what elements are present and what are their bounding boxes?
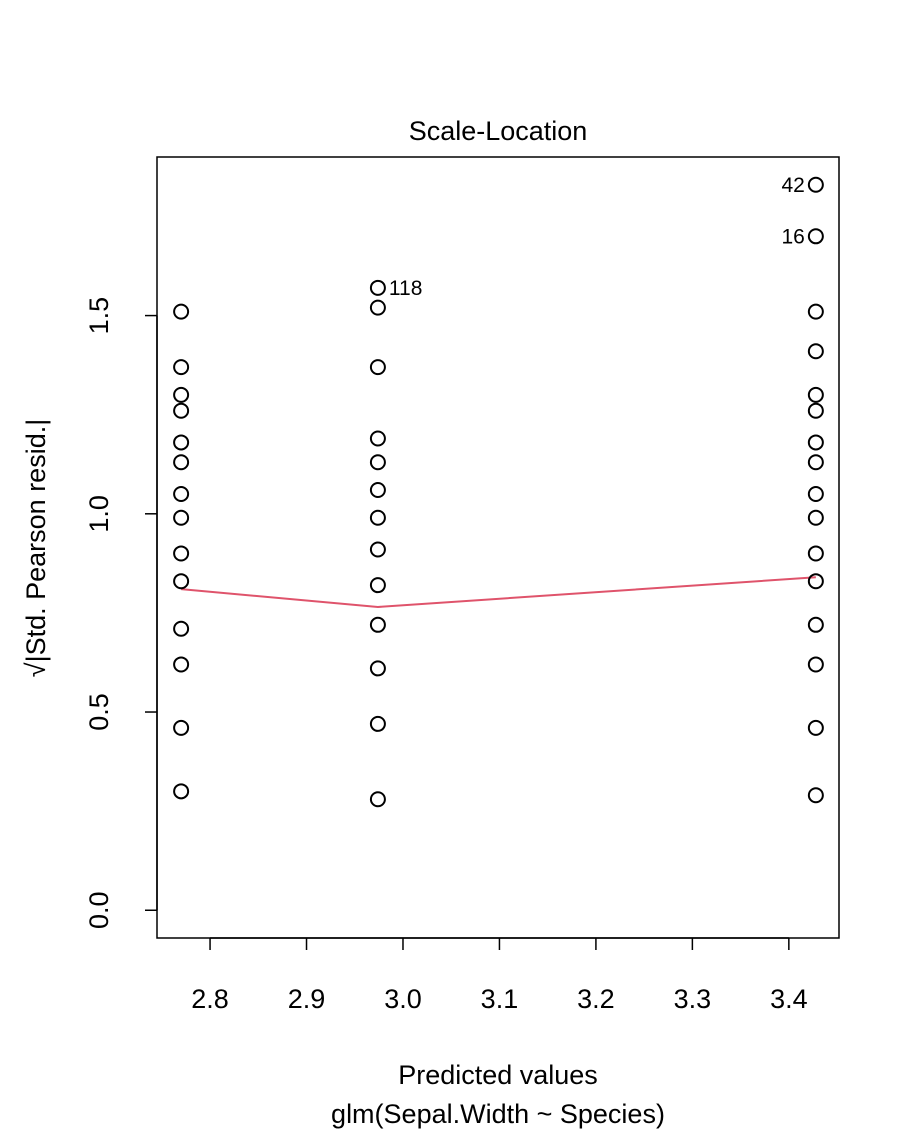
x-tick-label: 3.3 xyxy=(674,984,712,1014)
data-point xyxy=(807,228,824,245)
x-tick-label: 2.9 xyxy=(288,984,326,1014)
data-point xyxy=(369,577,386,594)
x-axis-label: Predicted values xyxy=(398,1060,598,1090)
data-point xyxy=(807,719,824,736)
x-axis-sublabel: glm(Sepal.Width ~ Species) xyxy=(331,1099,665,1129)
data-point xyxy=(173,386,190,403)
point-label: 42 xyxy=(781,174,804,197)
data-point xyxy=(369,541,386,558)
smoother-line-group xyxy=(181,576,816,608)
data-point xyxy=(369,660,386,677)
data-point xyxy=(807,454,824,471)
x-axis: 2.8 2.9 3.0 3.1 3.2 3.3 3.4 xyxy=(191,937,808,1014)
data-point xyxy=(173,545,190,562)
y-tick-label: 1.0 xyxy=(84,495,114,533)
data-point xyxy=(173,620,190,637)
x-tick-label: 3.0 xyxy=(384,984,422,1014)
data-point xyxy=(807,386,824,403)
y-axis: 0.0 0.5 1.0 1.5 xyxy=(84,297,158,929)
data-point xyxy=(173,303,190,320)
data-point xyxy=(173,434,190,451)
data-point xyxy=(173,402,190,419)
data-point xyxy=(369,454,386,471)
data-point xyxy=(369,616,386,633)
data-point xyxy=(369,430,386,447)
data-point xyxy=(173,656,190,673)
point-annotations: 118 42 16 xyxy=(389,174,805,300)
data-point xyxy=(807,545,824,562)
point-label: 16 xyxy=(781,225,804,248)
x-tick-label: 3.4 xyxy=(770,984,808,1014)
data-point xyxy=(369,299,386,316)
x-tick-label: 2.8 xyxy=(191,984,229,1014)
data-point xyxy=(369,509,386,526)
y-tick-label: 1.5 xyxy=(84,297,114,335)
y-tick-label: 0.0 xyxy=(84,891,114,929)
data-point xyxy=(369,482,386,499)
data-points xyxy=(173,176,824,808)
x-tick-label: 3.2 xyxy=(577,984,615,1014)
data-point xyxy=(173,783,190,800)
data-point xyxy=(807,509,824,526)
data-point xyxy=(807,573,824,590)
data-point xyxy=(173,719,190,736)
smoother-line xyxy=(181,576,816,608)
data-point xyxy=(807,402,824,419)
point-label: 118 xyxy=(389,277,422,300)
y-axis-label: √|Std. Pearson resid.| xyxy=(21,419,51,677)
chart-title: Scale-Location xyxy=(409,116,588,146)
data-point xyxy=(173,359,190,376)
data-point xyxy=(173,573,190,590)
data-point xyxy=(369,359,386,376)
data-point xyxy=(369,715,386,732)
data-point xyxy=(369,791,386,808)
data-point xyxy=(807,434,824,451)
data-point xyxy=(807,343,824,360)
data-point xyxy=(173,485,190,502)
data-point xyxy=(369,279,386,296)
plot-frame xyxy=(156,156,840,939)
data-point xyxy=(807,303,824,320)
data-point xyxy=(807,485,824,502)
x-tick-label: 3.1 xyxy=(481,984,519,1014)
y-tick-label: 0.5 xyxy=(84,693,114,731)
data-point xyxy=(807,616,824,633)
data-point xyxy=(807,656,824,673)
data-point xyxy=(173,509,190,526)
data-point xyxy=(173,454,190,471)
data-point xyxy=(807,787,824,804)
data-point xyxy=(807,176,824,193)
